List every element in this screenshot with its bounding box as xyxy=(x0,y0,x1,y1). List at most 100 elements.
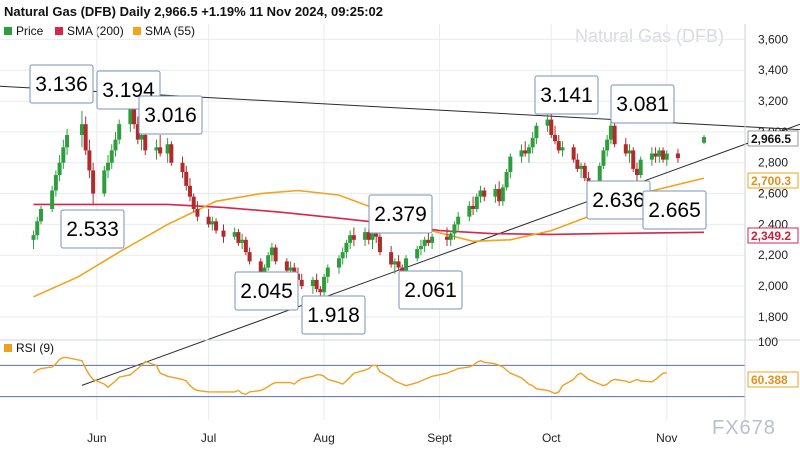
candle-body xyxy=(214,221,219,231)
price-panel: 3.136 3.1943.0162.5332.0451.9182.3792.061… xyxy=(0,24,800,420)
y-tick-label: 2,800 xyxy=(758,156,788,170)
candle-body xyxy=(195,208,200,217)
candle-body xyxy=(657,150,662,157)
watermark-text: Natural Gas (DFB) xyxy=(575,26,724,46)
candle-body xyxy=(318,289,323,293)
candle-body xyxy=(426,239,431,243)
candle-body xyxy=(579,165,584,169)
candle-body xyxy=(53,175,58,191)
candle-body xyxy=(523,150,528,154)
candle-body xyxy=(445,236,449,240)
x-tick-label: Aug xyxy=(313,431,334,445)
candle-body xyxy=(348,235,353,243)
candle-body xyxy=(549,119,554,135)
candle-body xyxy=(158,147,163,154)
candle-body xyxy=(139,134,144,140)
price-tag: 2,966.5 xyxy=(751,132,791,146)
y-tick-label: 2,600 xyxy=(758,187,788,201)
candle-body xyxy=(638,159,643,176)
candle-body xyxy=(586,178,591,182)
candle-body xyxy=(325,267,330,277)
candle-body xyxy=(102,170,107,194)
rsi-line xyxy=(33,356,667,396)
candle-body xyxy=(534,125,539,139)
candle-body xyxy=(597,165,602,182)
chart-title: Natural Gas (DFB) Daily 2,966.5 +1.19% 1… xyxy=(4,4,383,19)
candle-body xyxy=(143,134,148,151)
annotation-label: 2.045 xyxy=(240,280,293,303)
candle-body xyxy=(336,258,341,268)
legend-rsi-label: RSI (9) xyxy=(16,341,54,355)
candle-body xyxy=(392,261,397,265)
candle-body xyxy=(284,261,289,271)
candle-body xyxy=(87,150,92,171)
y-tick-label: 3,600 xyxy=(758,32,788,46)
candle-body xyxy=(31,235,36,240)
candle-body xyxy=(240,239,245,243)
legend: Price SMA (200) SMA (55) xyxy=(4,24,195,38)
annotation-label: 3.016 xyxy=(144,104,197,127)
candle-body xyxy=(377,236,382,253)
candle-body xyxy=(605,139,610,151)
candle-body xyxy=(262,267,267,274)
sma200-line xyxy=(33,203,705,236)
candle-body xyxy=(634,168,639,176)
annotation-label: 2.665 xyxy=(648,199,701,222)
candle-body xyxy=(351,235,356,240)
candle-body xyxy=(221,230,226,237)
candle-body xyxy=(273,247,278,262)
candle-body xyxy=(83,124,88,151)
candle-body xyxy=(504,171,509,188)
candle-body xyxy=(65,134,70,148)
sma200-tag-box xyxy=(747,227,799,244)
annotation-box xyxy=(642,190,707,230)
candle-body xyxy=(154,147,159,151)
candle-body xyxy=(344,242,349,253)
support-trendline xyxy=(81,123,800,386)
candle-body xyxy=(664,153,669,160)
legend-rsi-swatch xyxy=(4,344,12,352)
candle-body xyxy=(601,150,606,166)
candle-body xyxy=(266,255,271,268)
candle-body xyxy=(448,233,453,240)
x-tick-label: Jul xyxy=(201,431,216,445)
candle-body xyxy=(702,137,707,143)
sma55-tag: 2,700.3 xyxy=(751,174,791,188)
candle-body xyxy=(404,258,409,271)
rsi-tag-box xyxy=(747,371,799,388)
y-tick-label: 2,200 xyxy=(758,248,788,262)
y-tick-label: 2,000 xyxy=(758,279,788,293)
candle-body xyxy=(582,165,587,179)
candle-body xyxy=(269,247,274,256)
candle-body xyxy=(389,252,394,265)
candle-body xyxy=(117,124,122,140)
x-tick-label: Oct xyxy=(542,431,561,445)
candle-body xyxy=(35,221,40,236)
annotation-box xyxy=(60,209,125,249)
candle-body xyxy=(50,190,55,209)
legend-sma55-swatch xyxy=(133,27,141,35)
candle-body xyxy=(180,162,185,172)
candle-body xyxy=(370,233,375,240)
rsi-legend: RSI (9) xyxy=(4,341,54,355)
candle-body xyxy=(556,141,561,151)
candle-body xyxy=(191,196,196,209)
x-tick-label: Sept xyxy=(427,431,452,445)
legend-price-swatch xyxy=(4,27,12,35)
sma55-line xyxy=(33,177,705,298)
annotation-label: 3.081 xyxy=(616,93,669,116)
candle-body xyxy=(128,108,133,125)
candle-body xyxy=(132,108,137,125)
candle-body xyxy=(649,153,654,160)
candle-body xyxy=(526,147,531,154)
candle-body xyxy=(299,279,304,287)
annotation-box xyxy=(610,84,675,124)
candle-body xyxy=(627,150,632,154)
annotation-box xyxy=(368,194,433,234)
candle-body xyxy=(310,279,315,287)
legend-sma200-swatch xyxy=(55,27,63,35)
x-tick-label: Jun xyxy=(87,431,106,445)
x-tick-label: Nov xyxy=(656,431,677,445)
candle-body xyxy=(612,125,617,145)
